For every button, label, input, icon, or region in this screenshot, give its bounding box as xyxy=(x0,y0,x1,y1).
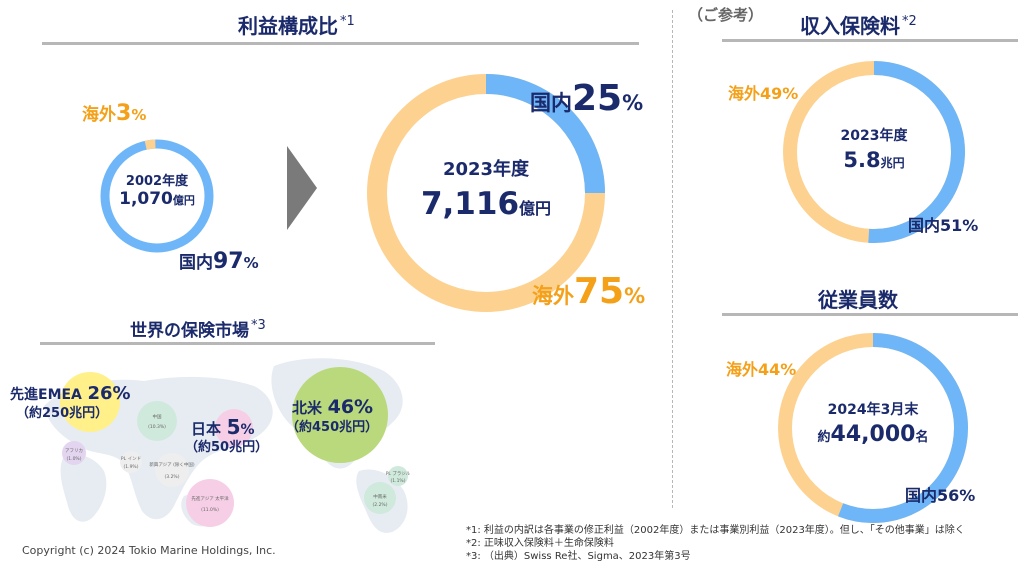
donut-2002 xyxy=(100,139,214,253)
footnote-2: *2: 正味収入保険料＋生命保険料 xyxy=(466,538,614,549)
market-value-latam: (2.2%) xyxy=(373,502,388,508)
donut-2023-unit: 億円 xyxy=(519,198,552,218)
market-bubble-latam xyxy=(364,482,396,514)
market-bubble-japan xyxy=(215,409,253,447)
donut-2002-unit: 億円 xyxy=(172,193,195,207)
profit-title-rule xyxy=(42,42,639,45)
market-label-china: 中国 xyxy=(153,413,162,420)
profit-title: 利益構成比 *1 xyxy=(238,14,355,38)
market-label-india: PL インド xyxy=(121,456,141,462)
market-na-label: 北米 46% （約450兆円） xyxy=(286,396,379,435)
market-title: 世界の保険市場 *3 xyxy=(130,318,266,341)
donut-2002-year: 2002年度 xyxy=(125,174,189,189)
employees-title: 従業員数 xyxy=(818,288,898,312)
market-value-india: (1.9%) xyxy=(124,464,139,470)
premium-unit: 兆円 xyxy=(880,156,905,171)
market-value-adv-asia: (11.0%) xyxy=(201,507,219,513)
donut-employees-center: 2024年3月末 約44,000名 xyxy=(798,402,948,447)
market-bubble-africa xyxy=(62,441,86,465)
world-map: 中国 (10.3%) アフリカ (1.0%) PL インド (1.9%) 新興ア… xyxy=(44,358,411,533)
market-value-sea: (3.2%) xyxy=(165,474,180,480)
market-bubble-adv-asia xyxy=(186,479,234,527)
premium-title: 収入保険料 *2 xyxy=(800,14,917,38)
market-title-rule xyxy=(40,342,435,345)
market-label-adv-asia: 先進アジア 太平洋 xyxy=(191,495,229,502)
label-2023-overseas: 海外75% xyxy=(532,271,646,312)
employees-date: 2024年3月末 xyxy=(827,402,919,418)
premium-amount: 5.8 xyxy=(843,148,881,173)
footnote-3: *3: （出典）Swiss Re社、Sigma、2023年第3号 xyxy=(466,551,691,562)
arrow-right-icon xyxy=(287,146,317,230)
employees-domestic-label: 国内56% xyxy=(905,486,976,505)
market-bubble-sea xyxy=(155,453,189,487)
donut-2023 xyxy=(367,74,605,312)
market-value-africa: (1.0%) xyxy=(67,456,82,462)
donut-2002-center: 2002年度 1,070億円 xyxy=(103,174,211,209)
market-bubble-na xyxy=(292,367,388,463)
premium-overseas-label: 海外49% xyxy=(728,84,799,103)
market-label-latam: 中南米 xyxy=(373,493,387,500)
market-label-africa: アフリカ xyxy=(65,448,83,454)
section-divider xyxy=(672,10,673,508)
donut-2002-amount: 1,070 xyxy=(119,188,173,209)
donut-premium xyxy=(783,61,965,243)
donut-employees xyxy=(778,333,968,523)
reference-label: （ご参考） xyxy=(688,6,764,24)
market-bubble-emea xyxy=(60,372,120,432)
employees-prefix: 約 xyxy=(817,430,831,446)
market-value-brazil: (1.1%) xyxy=(391,478,406,484)
market-value-china: (10.3%) xyxy=(148,424,166,430)
footnote-1: *1: 利益の内訳は各事業の修正利益（2002年度）または事業別利益（2023年… xyxy=(466,525,965,536)
market-japan-label: 日本 5% （約50兆円） xyxy=(185,415,269,455)
employees-amount: 44,000 xyxy=(830,422,916,448)
market-label-brazil: PL ブラジル xyxy=(386,470,411,477)
premium-title-rule xyxy=(722,39,1018,42)
donut-2023-amount: 7,116 xyxy=(420,185,520,222)
donut-2023-center: 2023年度 7,116億円 xyxy=(396,159,576,222)
donut-employees-domestic-slice xyxy=(838,333,968,523)
employees-overseas-label: 海外44% xyxy=(726,360,797,379)
label-2002-overseas: 海外3% xyxy=(82,101,147,126)
market-label-sea: 新興アジア (除く中国) xyxy=(149,461,195,468)
market-emea-label: 先進EMEA 26% （約250兆円） xyxy=(10,383,131,421)
donut-2023-domestic-slice xyxy=(485,74,605,194)
market-bubble-china xyxy=(137,401,177,441)
premium-year: 2023年度 xyxy=(840,128,908,144)
premium-domestic-label: 国内51% xyxy=(908,216,979,235)
employees-title-rule xyxy=(722,313,1018,316)
donut-2023-year: 2023年度 xyxy=(442,159,530,180)
donut-premium-domestic-slice xyxy=(868,61,965,243)
footnotes: *1: 利益の内訳は各事業の修正利益（2002年度）または事業別利益（2023年… xyxy=(466,524,965,563)
employees-unit: 名 xyxy=(915,430,929,446)
market-bubble-india xyxy=(120,451,142,473)
market-bubble-brazil xyxy=(388,466,408,486)
donut-2002-overseas-slice xyxy=(144,139,156,150)
label-2023-domestic: 国内25% xyxy=(530,78,644,119)
donut-premium-center: 2023年度 5.8兆円 xyxy=(814,128,934,172)
label-2002-domestic: 国内97% xyxy=(179,249,259,274)
copyright: Copyright (c) 2024 Tokio Marine Holdings… xyxy=(22,544,276,557)
